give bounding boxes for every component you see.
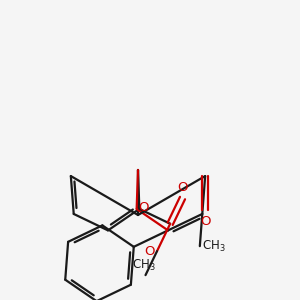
Text: O: O — [200, 215, 210, 228]
Text: O: O — [145, 244, 155, 258]
Text: CH$_3$: CH$_3$ — [202, 238, 226, 254]
Text: O: O — [139, 201, 149, 214]
Text: CH$_3$: CH$_3$ — [132, 258, 155, 273]
Text: O: O — [177, 181, 188, 194]
